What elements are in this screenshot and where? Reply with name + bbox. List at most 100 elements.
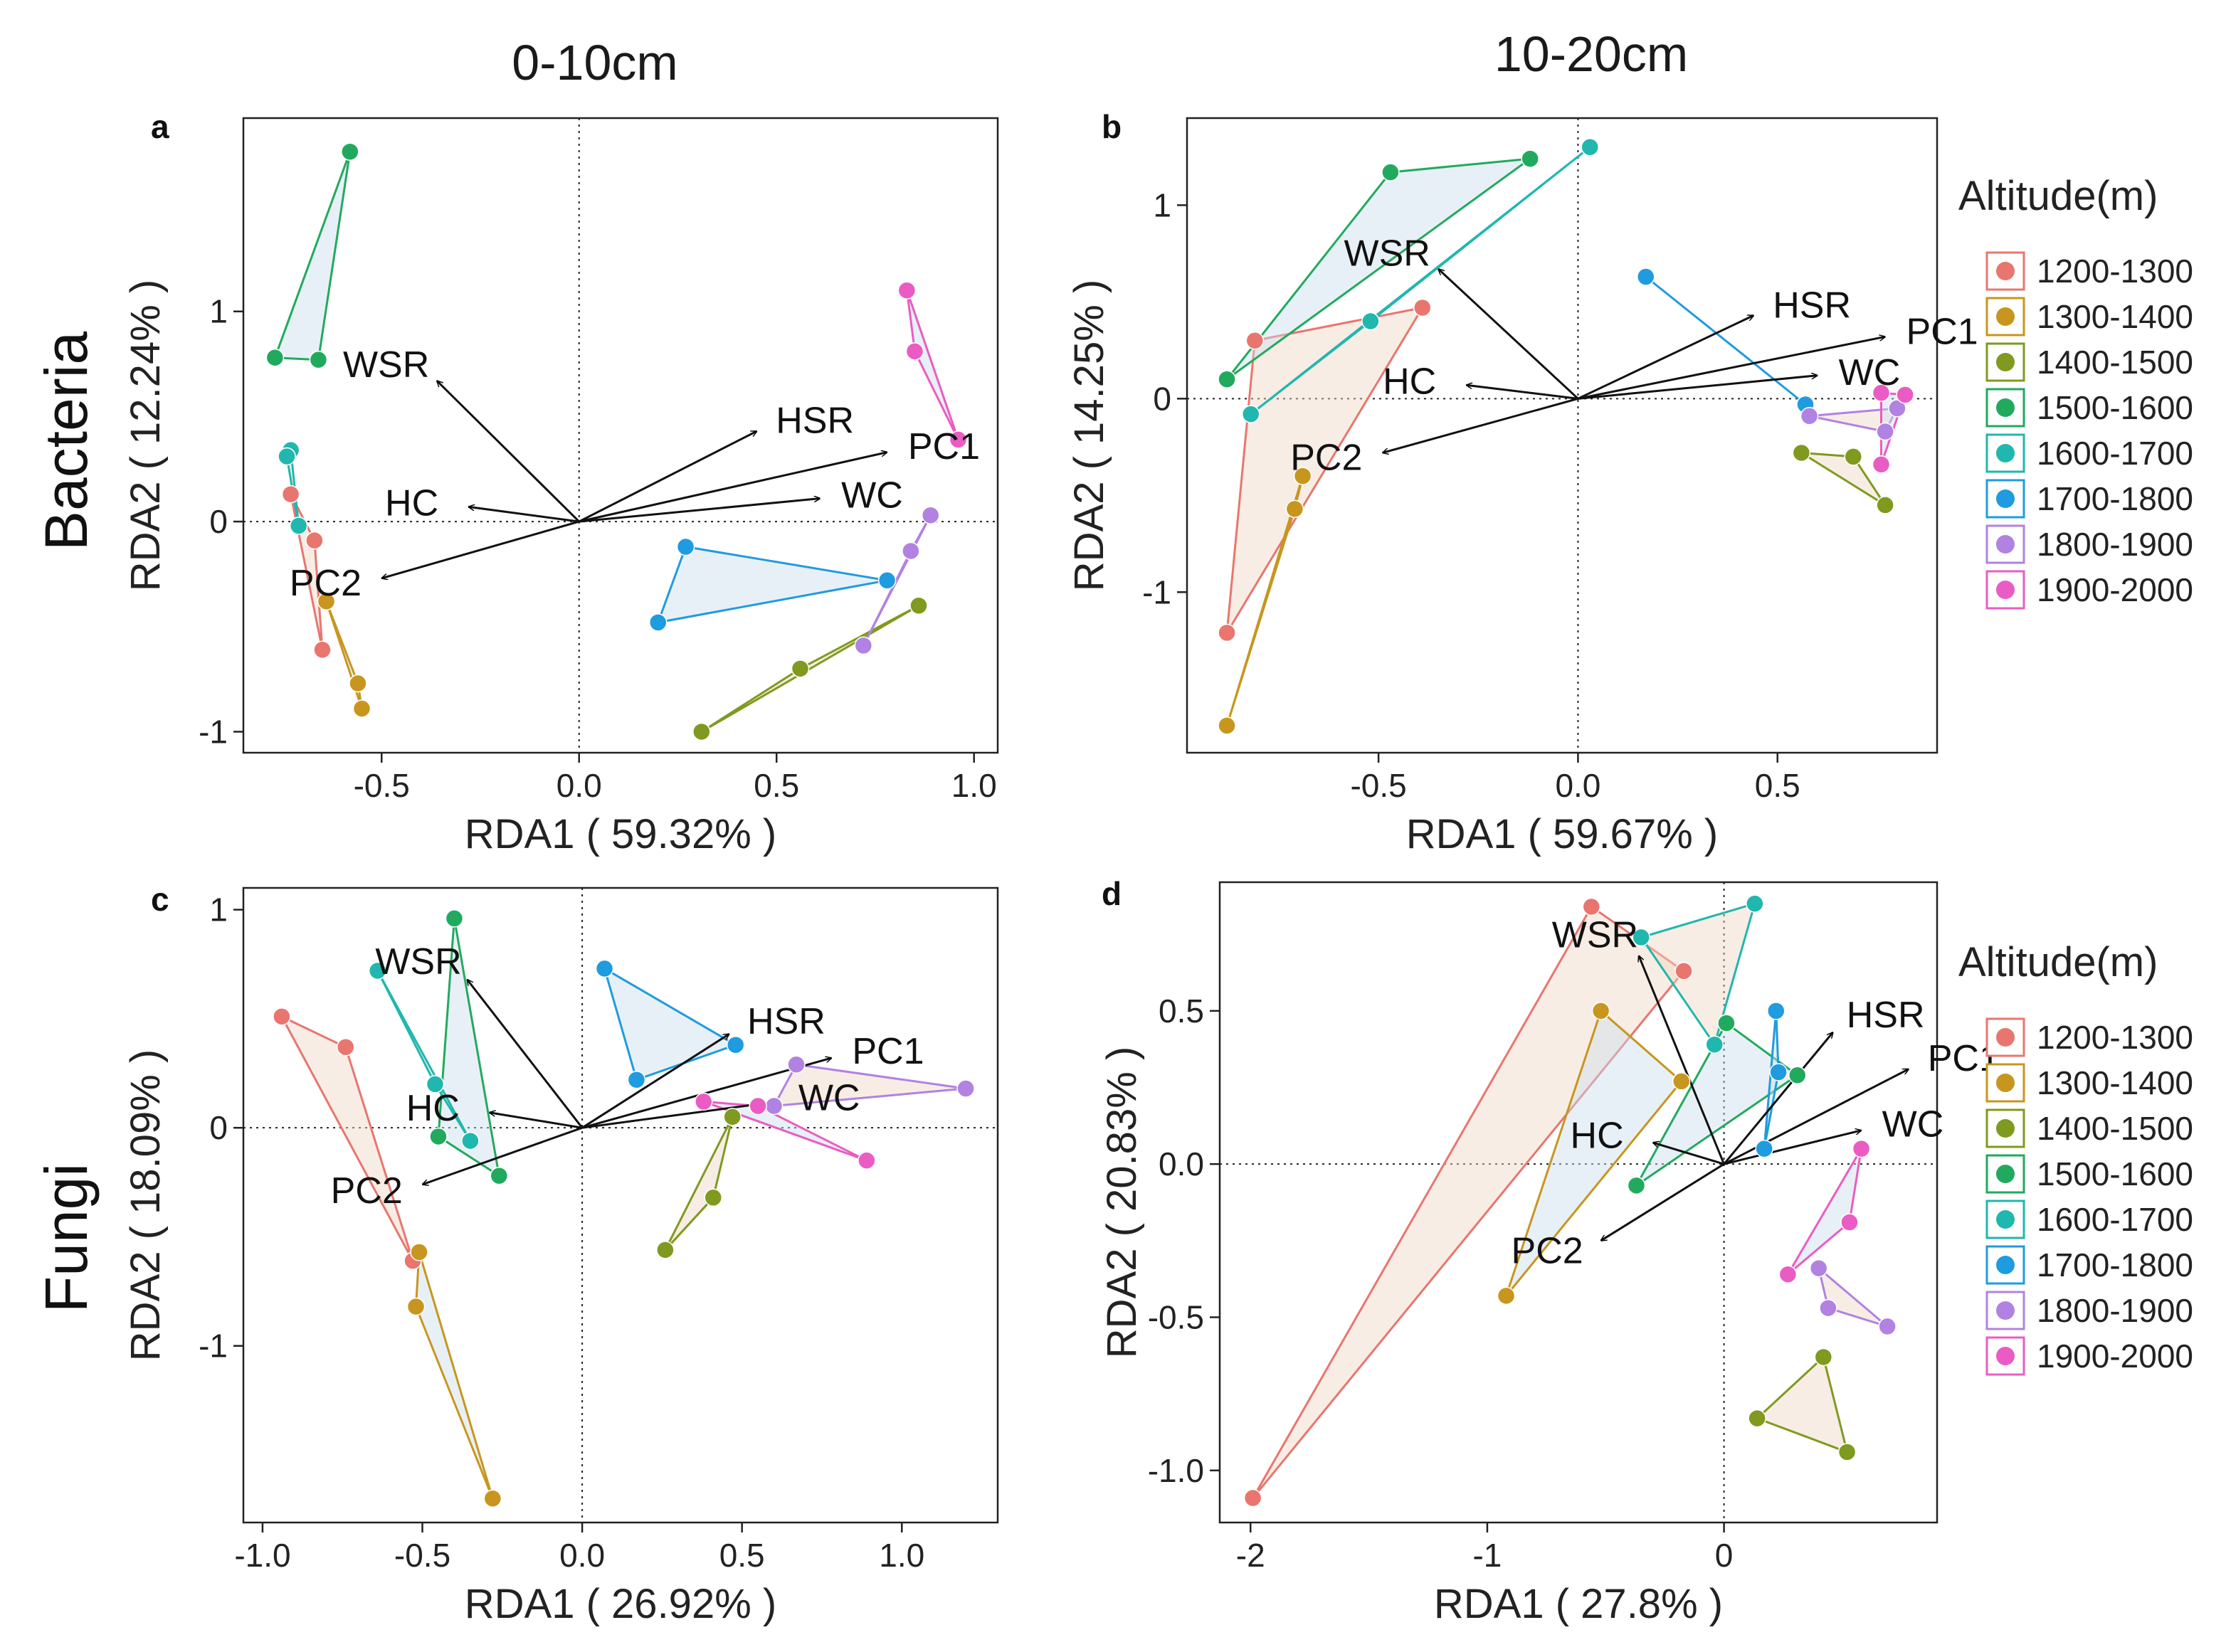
arrow-label-wsr: WSR [375, 941, 461, 983]
hull-1800-1900 [1808, 407, 1899, 433]
legend-item-1800-1900: 1800-1900 [1985, 524, 2193, 564]
legend-item-1800-1900: 1800-1900 [1985, 1291, 2193, 1330]
point-1300-1400 [1218, 716, 1236, 735]
point-1700-1800 [1636, 268, 1655, 286]
hull-1900-2000 [702, 1100, 868, 1162]
hull-1200-1300 [280, 1015, 414, 1262]
arrow-wc [1724, 1131, 1862, 1165]
point-1200-1300 [305, 531, 324, 550]
arrow-label-hc: HC [406, 1088, 460, 1129]
legend-swatch-frame [1985, 1017, 2025, 1057]
legend-item-1500-1600: 1500-1600 [1985, 1154, 2193, 1194]
point-1600-1700 [278, 447, 296, 466]
arrow-label-wc: WC [1882, 1104, 1944, 1145]
point-1800-1900 [1819, 1298, 1837, 1318]
point-1800-1900 [1800, 407, 1819, 425]
point-1700-1800 [627, 1070, 646, 1089]
point-1400-1500 [723, 1108, 742, 1126]
point-1400-1500 [656, 1241, 675, 1259]
y-axis-title: RDA2 ( 12.24% ) [122, 280, 169, 591]
arrow-wsr [1438, 269, 1579, 400]
point-1700-1800 [1769, 1063, 1788, 1081]
point-1800-1900 [787, 1055, 806, 1074]
point-1900-2000 [1840, 1213, 1859, 1232]
legend-swatch-frame [1985, 251, 2025, 291]
plot-frame [1186, 117, 1938, 754]
legend-label: 1200-1300 [2037, 1019, 2193, 1056]
arrow-pc1 [579, 452, 887, 523]
legend-swatch-dot [1996, 1301, 2015, 1320]
point-1500-1600 [341, 142, 359, 162]
point-1900-2000 [949, 430, 968, 449]
legend-swatch-dot [1996, 353, 2015, 371]
point-1200-1300 [281, 485, 300, 504]
legend-label: 1700-1800 [2037, 480, 2193, 517]
legend-label: 1900-2000 [2037, 1338, 2193, 1375]
legend-label: 1500-1600 [2037, 1155, 2193, 1192]
x-tick-label: -2 [1236, 1537, 1265, 1574]
point-1900-2000 [749, 1096, 767, 1116]
arrow-pc2 [1601, 1163, 1725, 1242]
legend-title: Altitude(m) [1958, 173, 2158, 219]
y-tick-label: -0.5 [1148, 1298, 1204, 1335]
arrow-hc [490, 1113, 583, 1129]
legend-swatch-dot [1996, 489, 2015, 508]
arrow-label-pc2: PC2 [290, 563, 362, 604]
x-tick-label: 0.0 [556, 767, 602, 804]
point-1500-1600 [490, 1166, 509, 1185]
plot-frame [242, 886, 999, 1524]
arrow-wc [579, 499, 821, 523]
arrow-hsr [581, 1033, 729, 1129]
hull-1500-1600 [1225, 157, 1531, 381]
legend-swatch-dot [1996, 262, 2015, 280]
hull-1900-2000 [905, 289, 959, 441]
panel-c: -1.0 -0.5 0.0 0.5 1.0 -1 0 1 RDA1 ( 26.92% ) RDA2… [122, 881, 999, 1627]
y-tick-label: 0 [1153, 380, 1171, 417]
point-1800-1900 [956, 1079, 975, 1098]
y-axis-title: RDA2 ( 20.83% ) [1099, 1047, 1145, 1358]
legend-label: 1400-1500 [2037, 1110, 2193, 1147]
point-1400-1500 [1814, 1347, 1833, 1367]
panel-letter: c [151, 881, 169, 918]
legend-item-1400-1500: 1400-1500 [1985, 1108, 2193, 1148]
arrow-label-hsr: HSR [747, 1001, 825, 1042]
arrow-wc [581, 1101, 777, 1129]
row-title-fungi: Fungi [33, 1163, 100, 1313]
point-1300-1400 [352, 699, 371, 718]
arrow-hc [1466, 385, 1578, 400]
point-1500-1600 [445, 909, 464, 928]
panel-letter: d [1102, 875, 1122, 912]
panel-letter: b [1102, 108, 1122, 145]
arrow-label-hsr: HSR [1773, 285, 1851, 327]
legend-swatch-dot [1996, 1119, 2015, 1138]
point-1600-1700 [461, 1131, 480, 1150]
legend-swatch-dot [1996, 1165, 2015, 1183]
legend-title: Altitude(m) [1958, 939, 2158, 985]
point-1400-1500 [704, 1188, 723, 1207]
point-1900-2000 [695, 1092, 713, 1111]
legend-item-1300-1400: 1300-1400 [1985, 297, 2193, 337]
legend-label: 1800-1900 [2037, 526, 2193, 563]
legend-item-1700-1800: 1700-1800 [1985, 1245, 2193, 1285]
hull-1200-1300 [1225, 307, 1424, 634]
point-1600-1700 [289, 517, 308, 535]
legend-swatch-dot [1996, 535, 2015, 554]
point-1600-1700 [1581, 138, 1599, 157]
legend-label: 1300-1400 [2037, 1064, 2193, 1101]
legend-swatch-dot [1996, 307, 2015, 326]
point-1800-1900 [1888, 399, 1906, 418]
point-1300-1400 [406, 1297, 426, 1316]
arrow-label-pc2: PC2 [331, 1170, 403, 1212]
hull-1400-1500 [664, 1116, 734, 1251]
legend-swatch-dot [1996, 1347, 2015, 1365]
point-1900-2000 [1896, 386, 1914, 404]
point-1400-1500 [1876, 496, 1894, 514]
point-1600-1700 [1705, 1035, 1724, 1054]
point-1300-1400 [1672, 1072, 1691, 1091]
plot-frame [1218, 881, 1938, 1524]
point-1500-1600 [1218, 370, 1236, 388]
legend-label: 1300-1400 [2037, 298, 2193, 335]
point-1400-1500 [1837, 1443, 1857, 1461]
panel-d: -2 -1 0 -1.0 -0.5 0.0 0.5 RDA1 ( 27.8% ) RDA2 ( … [1099, 875, 2000, 1627]
